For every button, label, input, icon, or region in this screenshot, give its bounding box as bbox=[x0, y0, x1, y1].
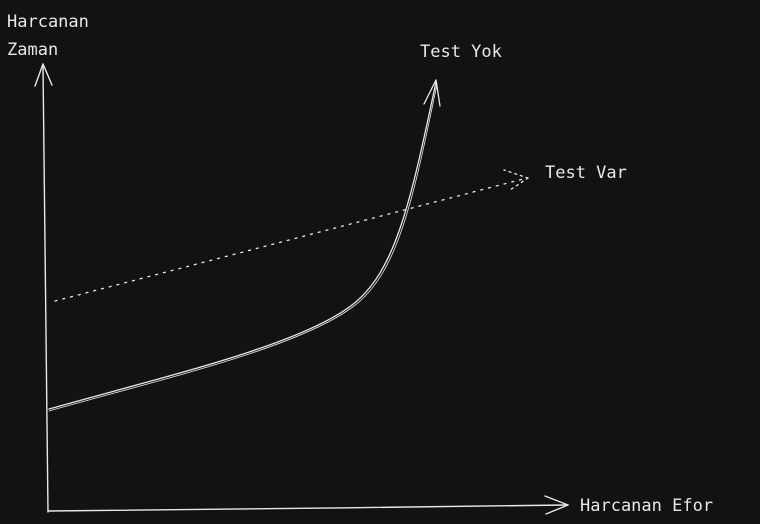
y-axis-label-line1: Harcanan bbox=[7, 12, 89, 32]
x-axis bbox=[47, 495, 569, 515]
test-var-line bbox=[54, 169, 529, 302]
y-axis bbox=[34, 63, 53, 513]
test-yok-label: Test Yok bbox=[420, 42, 502, 62]
y-axis-label-line2: Zaman bbox=[7, 40, 59, 60]
test-var-label: Test Var bbox=[545, 163, 627, 183]
x-axis-label: Harcanan Efor bbox=[580, 496, 714, 516]
test-yok-curve bbox=[48, 79, 441, 412]
